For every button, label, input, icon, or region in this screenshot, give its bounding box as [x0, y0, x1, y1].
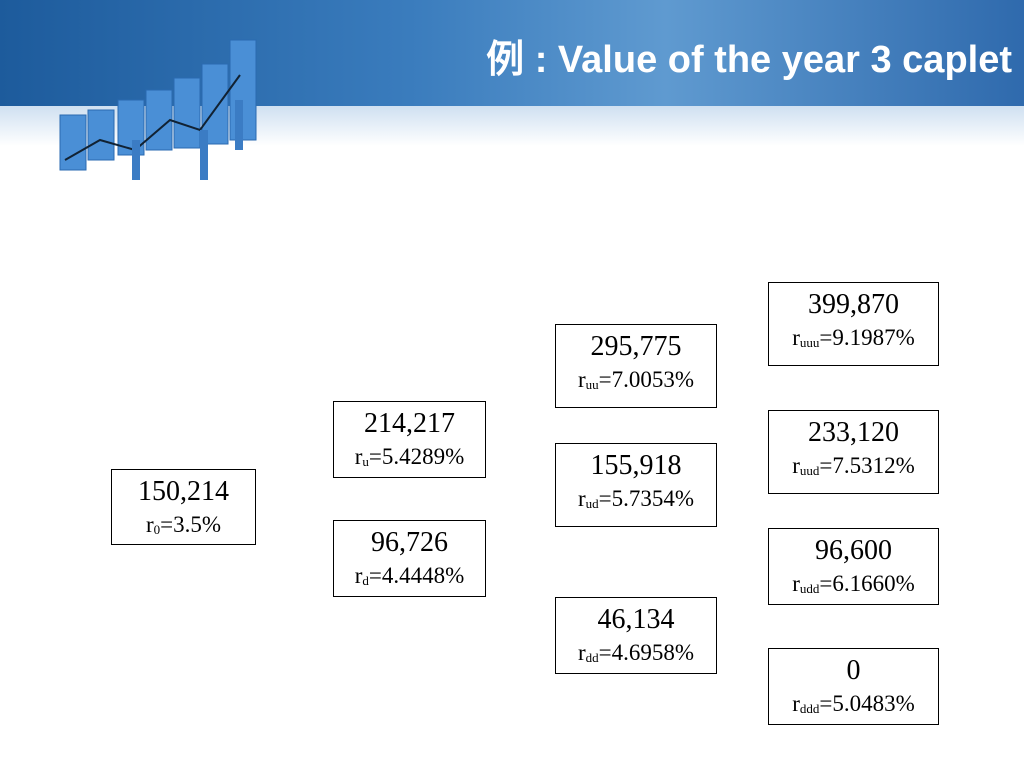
node-value: 399,870: [808, 289, 899, 320]
tree-node: 399,870 ruuu=9.1987%: [768, 282, 939, 366]
node-rate: ru=5.4289%: [334, 442, 485, 475]
rate-value: =5.0483%: [819, 691, 915, 716]
rate-value: =4.4448%: [368, 563, 465, 588]
tree-node: 0 rddd=5.0483%: [768, 648, 939, 725]
rate-subscript: u: [362, 454, 369, 469]
rate-subscript: ddd: [799, 701, 820, 716]
node-rate: rddd=5.0483%: [769, 689, 938, 722]
rate-symbol: r: [145, 512, 154, 537]
node-value: 96,726: [371, 527, 448, 558]
rate-value: =7.0053%: [598, 367, 695, 392]
tree-node: 214,217 ru=5.4289%: [333, 401, 486, 478]
slide-title: 例 : Value of the year 3 caplet: [486, 39, 1012, 81]
header-band: [0, 0, 1024, 106]
rate-value: =5.4289%: [368, 444, 465, 469]
tree-node: 46,134 rdd=4.6958%: [555, 597, 717, 674]
node-value: 155,918: [590, 450, 682, 481]
rate-value: =9.1987%: [819, 325, 915, 350]
rate-subscript: ud: [585, 496, 599, 511]
tree-node: 295,775 ruu=7.0053%: [555, 324, 717, 408]
rate-symbol: r: [354, 444, 363, 469]
tree-node: 96,726 rd=4.4448%: [333, 520, 486, 597]
node-rate: ruu=7.0053%: [556, 365, 716, 398]
rate-symbol: r: [792, 691, 800, 716]
rate-subscript: uu: [585, 377, 599, 392]
rate-value: =4.6958%: [598, 640, 695, 665]
rate-subscript: 0: [153, 522, 161, 537]
tree-node: 96,600 rudd=6.1660%: [768, 528, 939, 605]
rate-symbol: r: [354, 563, 363, 588]
node-value: 96,600: [815, 535, 892, 566]
rate-symbol: r: [577, 367, 586, 392]
node-rate: ruud=7.5312%: [769, 451, 938, 484]
node-rate: ruuu=9.1987%: [769, 323, 938, 356]
rate-symbol: r: [792, 453, 800, 478]
rate-value: =6.1660%: [819, 571, 915, 596]
tree-node: 155,918 rud=5.7354%: [555, 443, 717, 527]
rate-symbol: r: [792, 325, 800, 350]
node-value: 46,134: [597, 604, 675, 635]
node-value: 233,120: [808, 417, 899, 448]
rate-symbol: r: [792, 571, 800, 596]
tree-node: 150,214 r0=3.5%: [111, 469, 256, 545]
rate-value: =3.5%: [160, 512, 222, 537]
rate-subscript: dd: [585, 650, 599, 665]
node-rate: rud=5.7354%: [556, 484, 716, 517]
node-rate: rd=4.4448%: [334, 561, 485, 594]
node-value: 0: [846, 655, 861, 686]
rate-subscript: udd: [799, 581, 820, 596]
rate-subscript: uuu: [799, 335, 820, 350]
node-value: 295,775: [590, 331, 682, 362]
rate-symbol: r: [577, 486, 586, 511]
rate-symbol: r: [577, 640, 586, 665]
node-rate: rudd=6.1660%: [769, 569, 938, 602]
rate-subscript: uud: [799, 463, 820, 478]
tree-node: 233,120 ruud=7.5312%: [768, 410, 939, 494]
rate-value: =5.7354%: [598, 486, 695, 511]
node-value: 150,214: [138, 476, 229, 507]
node-rate: rdd=4.6958%: [556, 638, 716, 671]
node-rate: r0=3.5%: [112, 510, 255, 543]
rate-value: =7.5312%: [819, 453, 915, 478]
node-value: 214,217: [364, 408, 455, 439]
header-graphic: [59, 39, 257, 180]
rate-subscript: d: [362, 573, 369, 588]
